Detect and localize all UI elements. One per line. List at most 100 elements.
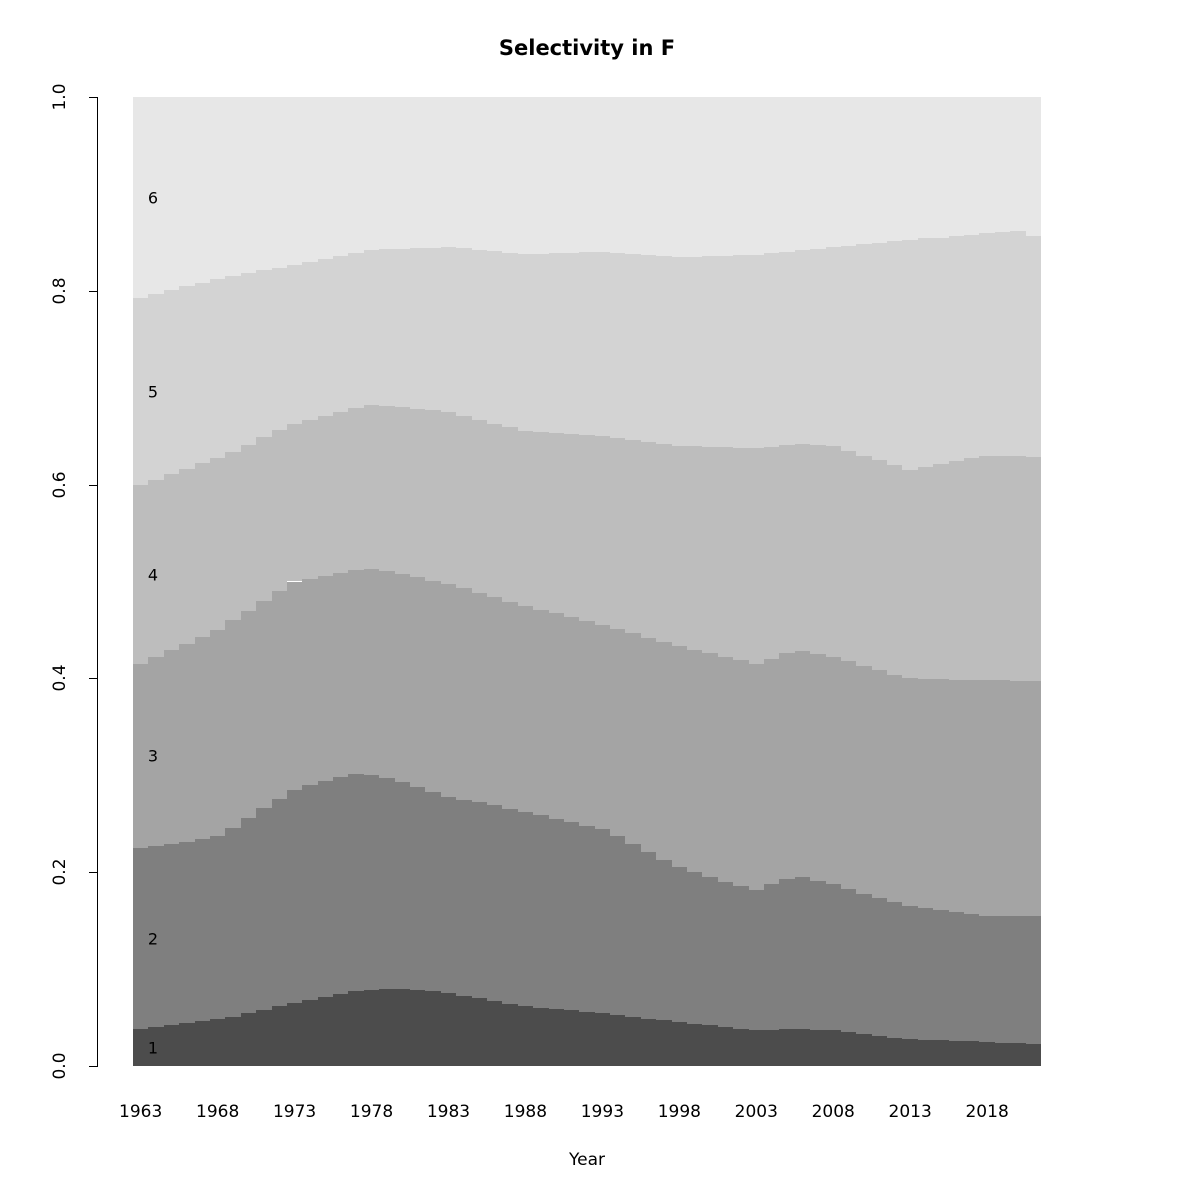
- bar-column: [933, 97, 949, 1066]
- bar-segment: [656, 641, 672, 860]
- bar-segment: [672, 867, 687, 1023]
- bar-segment: [949, 97, 964, 236]
- bar-segment: [502, 427, 518, 602]
- bar-segment: [964, 97, 979, 235]
- bar-segment: [456, 97, 472, 249]
- bar-segment: [595, 97, 610, 253]
- series-label: 6: [147, 188, 159, 208]
- bar-segment: [348, 253, 364, 409]
- bar-segment: [425, 580, 441, 792]
- bar-segment: [441, 411, 456, 585]
- y-tick-label: 0.4: [50, 664, 70, 692]
- bar-segment: [949, 1040, 964, 1066]
- y-axis-tick: [89, 290, 97, 292]
- bar-segment: [918, 97, 933, 239]
- bar-segment: [241, 817, 256, 1013]
- bar-column: [749, 97, 764, 1066]
- bar-segment: [395, 573, 410, 783]
- bar-column: [148, 97, 164, 1066]
- bar-segment: [502, 97, 518, 253]
- bar-segment: [641, 637, 656, 852]
- bar-segment: [487, 1001, 502, 1066]
- bar-segment: [502, 253, 518, 428]
- bar-segment: [1010, 230, 1026, 457]
- bar-segment: [733, 659, 749, 886]
- bar-segment: [410, 990, 425, 1066]
- bar-column: [379, 97, 395, 1066]
- x-tick-label: 2018: [965, 1102, 1009, 1122]
- bar-segment: [456, 996, 472, 1066]
- bar-segment: [148, 657, 164, 847]
- bar-segment: [133, 1029, 148, 1066]
- bar-segment: [718, 97, 733, 256]
- bar-segment: [533, 815, 549, 1008]
- bar-segment: [902, 1038, 918, 1066]
- series-label: 1: [147, 1038, 159, 1058]
- y-axis-tick: [89, 97, 97, 98]
- bar-segment: [702, 446, 718, 654]
- bar-segment: [749, 1030, 764, 1066]
- bar-segment: [518, 97, 533, 254]
- bar-segment: [579, 435, 595, 622]
- bar-segment: [179, 1023, 195, 1066]
- bar-segment: [795, 250, 810, 444]
- bar-segment: [595, 828, 610, 1013]
- bar-segment: [687, 872, 702, 1025]
- bar-segment: [441, 247, 456, 412]
- bar-segment: [441, 584, 456, 797]
- bar-segment: [656, 443, 672, 642]
- series-label: 2: [147, 929, 159, 949]
- bar-segment: [195, 463, 210, 637]
- bar-segment: [795, 1029, 810, 1066]
- bar-segment: [933, 237, 949, 465]
- series-label: 3: [147, 746, 159, 766]
- bar-segment: [949, 911, 964, 1041]
- bar-segment: [964, 680, 979, 914]
- bar-segment: [379, 406, 395, 571]
- x-tick-label: 1998: [657, 1102, 701, 1122]
- bar-column: [995, 97, 1010, 1066]
- bar-segment: [902, 906, 918, 1039]
- bar-segment: [779, 1029, 795, 1066]
- bar-segment: [733, 97, 749, 255]
- bar-column: [348, 97, 364, 1066]
- x-tick-label: 1973: [272, 1102, 317, 1122]
- bar-segment: [826, 97, 841, 248]
- bar-segment: [210, 836, 225, 1020]
- bar-column: [841, 97, 856, 1066]
- bar-segment: [718, 1027, 733, 1066]
- bar-segment: [302, 578, 318, 785]
- bar-column: [518, 97, 533, 1066]
- bar-segment: [318, 415, 333, 576]
- bar-segment: [1010, 681, 1026, 916]
- bar-segment: [410, 576, 425, 787]
- bar-segment: [995, 680, 1010, 916]
- bar-segment: [872, 97, 887, 244]
- bar-segment: [841, 246, 856, 451]
- bar-segment: [610, 253, 625, 439]
- bar-column: [595, 97, 610, 1066]
- bar-segment: [718, 446, 733, 658]
- bar-segment: [764, 97, 779, 253]
- bar-segment: [687, 650, 702, 873]
- bar-segment: [272, 591, 287, 799]
- bar-segment: [964, 234, 979, 459]
- bar-segment: [364, 990, 379, 1066]
- bar-segment: [333, 994, 348, 1066]
- bar-segment: [902, 97, 918, 241]
- bar-segment: [625, 1016, 641, 1066]
- bar-segment: [241, 273, 256, 445]
- bar-segment: [225, 451, 241, 621]
- bar-segment: [579, 621, 595, 826]
- bar-segment: [856, 893, 872, 1035]
- bar-segment: [348, 97, 364, 253]
- bar-segment: [210, 279, 225, 459]
- bar-segment: [641, 97, 656, 255]
- bar-segment: [348, 569, 364, 775]
- bar-segment: [164, 289, 179, 474]
- bar-segment: [502, 1003, 518, 1066]
- bar-column: [256, 97, 272, 1066]
- bar-column: [779, 97, 795, 1066]
- y-tick-label: 0.8: [50, 277, 70, 305]
- bar-segment: [256, 808, 272, 1010]
